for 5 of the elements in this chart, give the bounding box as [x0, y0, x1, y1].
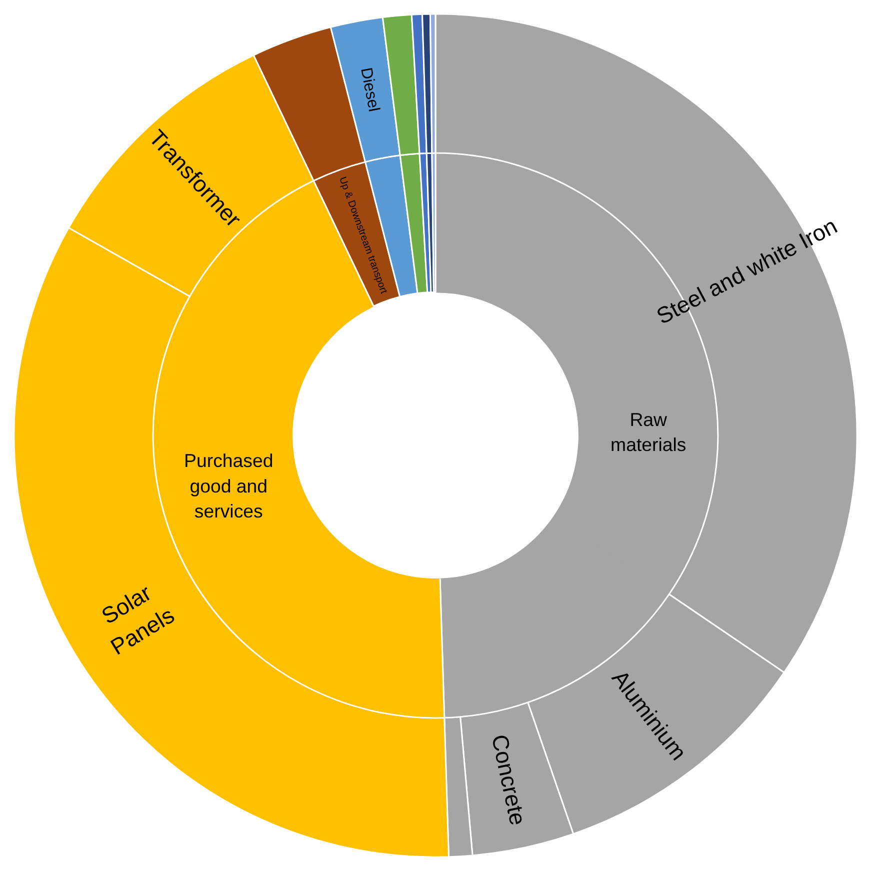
slice-label: Steel and white Iron [652, 212, 842, 330]
slice-label: Concrete [486, 732, 532, 828]
data-label: Raw materials [610, 409, 686, 456]
data-label: Purchased good and services [184, 450, 274, 522]
slice-label: Diesel [357, 66, 382, 114]
